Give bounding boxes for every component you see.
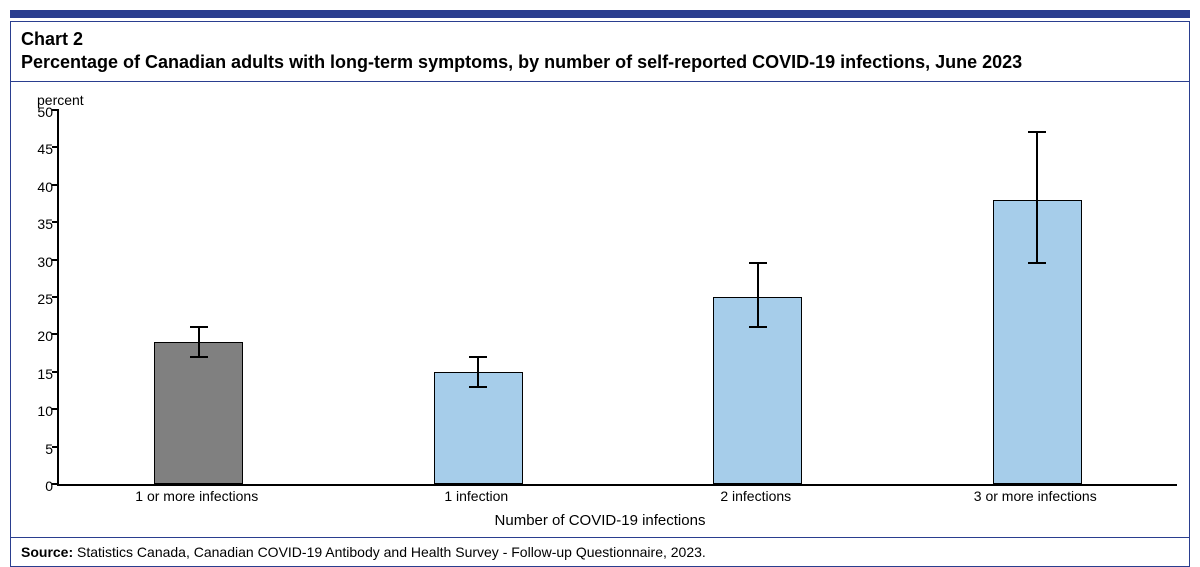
source-text: Statistics Canada, Canadian COVID-19 Ant… [73,544,706,560]
y-tick-label: 0 [19,478,53,494]
error-cap [190,326,208,328]
x-tick-label: 1 infection [444,488,508,504]
y-tick-label: 10 [19,403,53,419]
y-tick [52,371,59,373]
y-tick [52,109,59,111]
plot-row: 05101520253035404550 [23,110,1177,486]
y-tick [52,184,59,186]
y-tick [52,483,59,485]
title-bar: Chart 2 Percentage of Canadian adults wi… [11,22,1189,82]
top-strip [10,10,1190,18]
y-tick-label: 25 [19,291,53,307]
plot-area [57,110,1177,486]
outer-frame: Chart 2 Percentage of Canadian adults wi… [0,0,1200,566]
error-cap [749,326,767,328]
y-tick-label: 40 [19,179,53,195]
y-tick-label: 20 [19,328,53,344]
y-tick [52,333,59,335]
x-axis-labels: 1 or more infections 1 infection 2 infecti… [57,486,1177,506]
source-footer: Source: Statistics Canada, Canadian COVI… [11,537,1189,566]
y-tick-label: 50 [19,104,53,120]
chart-title: Percentage of Canadian adults with long-… [21,51,1179,74]
error-bar [1036,132,1038,263]
y-tick-label: 35 [19,216,53,232]
error-bar [198,327,200,357]
chart-number: Chart 2 [21,28,1179,51]
error-cap [1028,262,1046,264]
y-tick [52,446,59,448]
y-tick [52,259,59,261]
error-cap [469,386,487,388]
bar [434,372,523,484]
x-tick-label: 3 or more infections [974,488,1097,504]
y-tick-label: 45 [19,141,53,157]
y-tick [52,221,59,223]
error-cap [749,262,767,264]
error-bar [477,357,479,387]
error-bar [757,263,759,327]
chart-container: Chart 2 Percentage of Canadian adults wi… [10,21,1190,567]
x-tick-label: 2 infections [720,488,791,504]
y-tick-label: 5 [19,441,53,457]
source-label: Source: [21,544,73,560]
y-unit-label: percent [37,92,1177,108]
y-tick [52,146,59,148]
plot-wrap: percent 05101520253035404550 1 or more i… [11,82,1189,537]
y-tick-label: 30 [19,254,53,270]
error-cap [469,356,487,358]
x-axis-title: Number of COVID-19 infections [23,512,1177,529]
bar [154,342,243,484]
y-tick-label: 15 [19,366,53,382]
y-tick [52,296,59,298]
error-cap [1028,131,1046,133]
y-tick [52,408,59,410]
x-tick-label: 1 or more infections [135,488,258,504]
error-cap [190,356,208,358]
y-axis: 05101520253035404550 [23,110,57,486]
